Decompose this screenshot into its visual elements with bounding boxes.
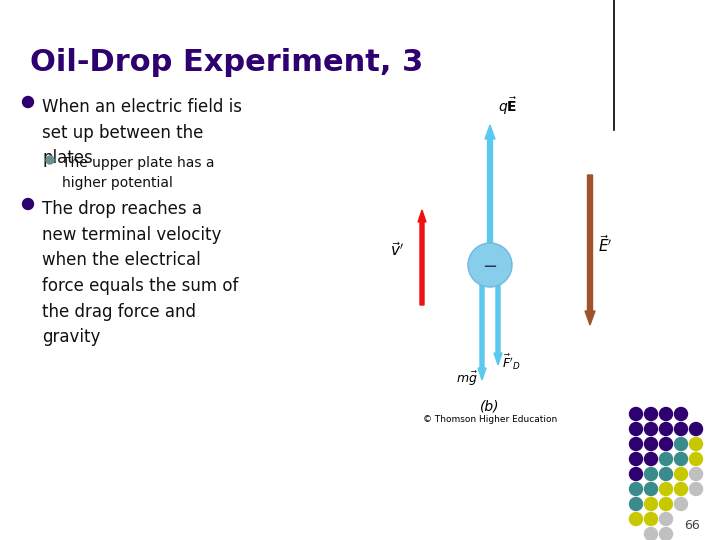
Circle shape: [675, 497, 688, 510]
Circle shape: [629, 437, 642, 450]
Circle shape: [644, 528, 657, 540]
Circle shape: [690, 483, 703, 496]
Circle shape: [660, 408, 672, 421]
Circle shape: [690, 468, 703, 481]
Circle shape: [629, 497, 642, 510]
Circle shape: [644, 483, 657, 496]
Circle shape: [468, 243, 512, 287]
Circle shape: [629, 408, 642, 421]
Circle shape: [644, 453, 657, 465]
Circle shape: [690, 437, 703, 450]
Circle shape: [675, 453, 688, 465]
Circle shape: [690, 422, 703, 435]
Circle shape: [675, 468, 688, 481]
Text: Oil-Drop Experiment, 3: Oil-Drop Experiment, 3: [30, 48, 423, 77]
Circle shape: [660, 512, 672, 525]
Circle shape: [660, 528, 672, 540]
Text: $q\vec{\mathbf{E}}$: $q\vec{\mathbf{E}}$: [498, 96, 518, 117]
Text: When an electric field is
set up between the
plates: When an electric field is set up between…: [42, 98, 242, 167]
Circle shape: [644, 408, 657, 421]
Text: The drop reaches a
new terminal velocity
when the electrical
force equals the su: The drop reaches a new terminal velocity…: [42, 200, 238, 347]
Circle shape: [629, 453, 642, 465]
Circle shape: [675, 483, 688, 496]
Circle shape: [46, 156, 54, 164]
Text: $\vec{E}'$: $\vec{E}'$: [598, 234, 613, 255]
Circle shape: [660, 497, 672, 510]
Text: $\vec{F}'_D$: $\vec{F}'_D$: [502, 353, 521, 373]
Circle shape: [660, 437, 672, 450]
FancyArrow shape: [478, 285, 486, 380]
Text: $\vec{v}'$: $\vec{v}'$: [390, 241, 404, 259]
FancyArrow shape: [585, 175, 595, 325]
Circle shape: [660, 468, 672, 481]
Circle shape: [644, 497, 657, 510]
FancyArrow shape: [485, 125, 495, 245]
Circle shape: [690, 453, 703, 465]
Circle shape: [644, 468, 657, 481]
Text: (b): (b): [480, 400, 500, 414]
Text: © Thomson Higher Education: © Thomson Higher Education: [423, 415, 557, 424]
Text: $-$: $-$: [482, 256, 498, 274]
Circle shape: [629, 468, 642, 481]
Text: The upper plate has a
higher potential: The upper plate has a higher potential: [62, 156, 215, 190]
Circle shape: [675, 408, 688, 421]
FancyArrow shape: [418, 210, 426, 305]
Circle shape: [644, 437, 657, 450]
Circle shape: [629, 422, 642, 435]
Circle shape: [644, 422, 657, 435]
Circle shape: [660, 422, 672, 435]
FancyArrow shape: [494, 285, 502, 365]
Circle shape: [22, 97, 34, 107]
Circle shape: [22, 199, 34, 210]
Circle shape: [675, 422, 688, 435]
Circle shape: [629, 512, 642, 525]
Circle shape: [660, 453, 672, 465]
Text: $m\vec{g}$: $m\vec{g}$: [456, 370, 478, 388]
Circle shape: [675, 437, 688, 450]
Circle shape: [644, 512, 657, 525]
Circle shape: [660, 483, 672, 496]
Text: 66: 66: [684, 519, 700, 532]
Circle shape: [629, 483, 642, 496]
